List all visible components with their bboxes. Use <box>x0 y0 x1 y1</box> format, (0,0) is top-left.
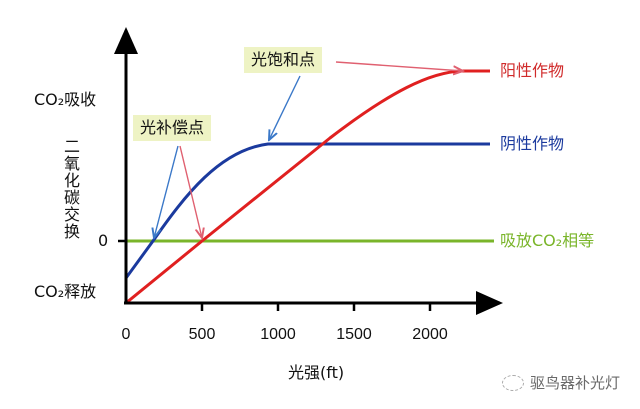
x-tick-label-500: 500 <box>188 326 216 343</box>
watermark-text: 驱鸟器补光灯 <box>530 374 621 392</box>
y-label-release: CO₂释放 <box>34 282 97 301</box>
compensation-arrow-shade <box>154 145 179 238</box>
wechat-icon <box>502 374 524 391</box>
sun-crop-curve <box>125 69 490 305</box>
callout-compensation-point: 光补偿点 <box>133 115 212 141</box>
x-tick-label-0: 0 <box>121 326 131 343</box>
callout-saturation-point: 光饱和点 <box>244 47 323 73</box>
x-tick-label-2000: 2000 <box>412 326 448 343</box>
x-tick-label-1000: 1000 <box>260 326 296 343</box>
legend-equal-exchange: 吸放CO₂相等 <box>500 231 595 250</box>
y-label-absorb: CO₂吸收 <box>34 90 97 109</box>
saturation-arrow-shade <box>269 75 301 140</box>
y-label-zero: 0 <box>98 231 109 250</box>
legend-shade-crop: 阴性作物 <box>500 134 565 153</box>
saturation-arrow-sun <box>335 61 463 71</box>
legend-sun-crop: 阳性作物 <box>500 61 565 80</box>
x-tick-label-1500: 1500 <box>336 326 372 343</box>
y-axis-title: 二氧化碳交换 <box>61 138 80 240</box>
x-axis-title: 光强(ft) <box>288 363 345 382</box>
watermark: 驱鸟器补光灯 <box>502 372 620 393</box>
compensation-arrow-sun <box>179 145 202 238</box>
